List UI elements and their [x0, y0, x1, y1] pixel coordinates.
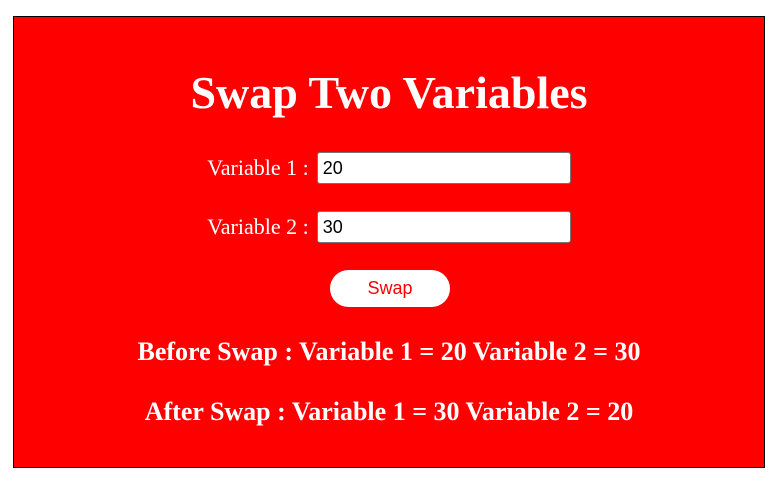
after-swap-result: After Swap : Variable 1 = 30 Variable 2 … [144, 397, 634, 426]
page-title: Swap Two Variables [190, 67, 588, 118]
variable-2-row: Variable 2 : [14, 211, 764, 243]
variable-1-label: Variable 1 : [207, 155, 309, 180]
variable-1-row: Variable 1 : [14, 152, 764, 184]
variable-1-input[interactable] [316, 152, 571, 184]
before-swap-result: Before Swap : Variable 1 = 20 Variable 2… [137, 337, 641, 366]
variable-2-input[interactable] [316, 211, 571, 243]
swap-button[interactable]: Swap [330, 270, 450, 307]
variable-2-label: Variable 2 : [207, 214, 309, 239]
swap-panel: Swap Two Variables Variable 1 : Variable… [13, 16, 765, 468]
